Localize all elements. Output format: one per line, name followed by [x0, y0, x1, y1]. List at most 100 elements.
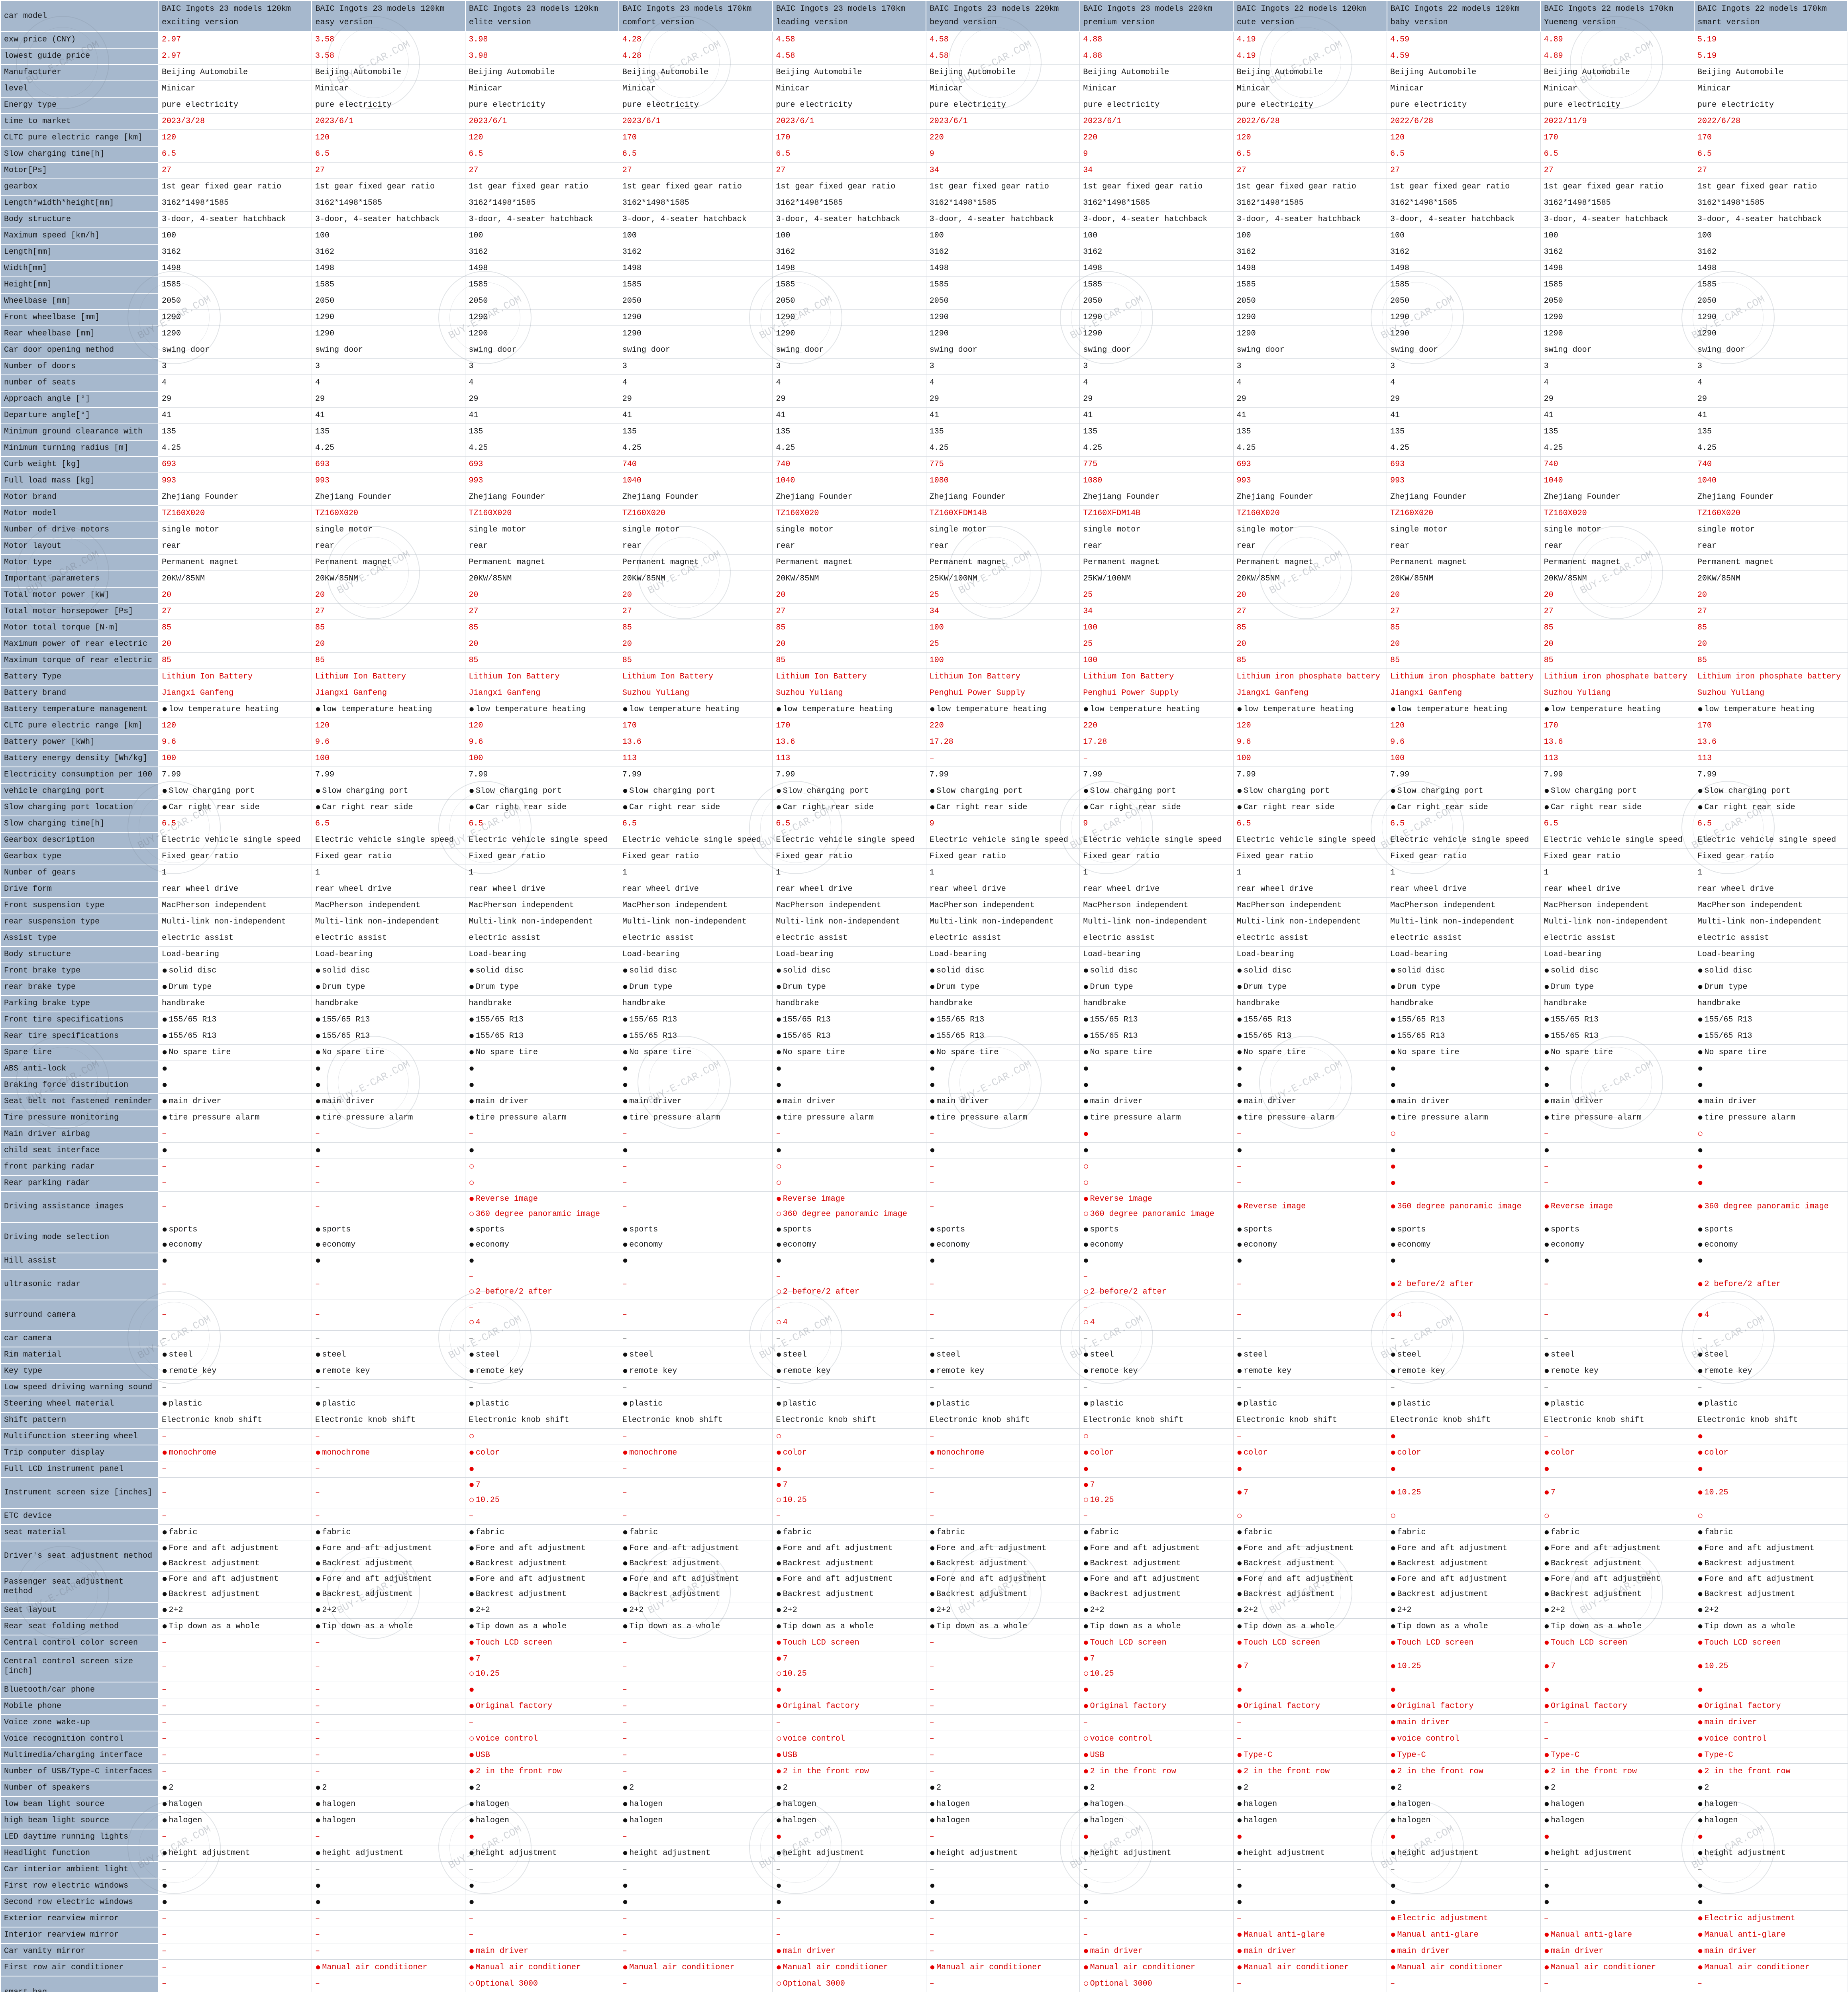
spec-cell: ●2	[1080, 1780, 1233, 1796]
spec-cell: 85	[1233, 653, 1387, 669]
filled-dot-icon: ●	[930, 982, 935, 993]
row-label: Passenger seat adjustment method	[0, 1572, 158, 1602]
spec-value: ●halogen	[469, 1797, 615, 1812]
spec-cell: ●Manual air conditioner	[1233, 1960, 1387, 1976]
spec-cell: 135	[465, 424, 619, 440]
spec-value: ●plastic	[1544, 1396, 1691, 1412]
filled-dot-icon: ●	[1390, 1734, 1396, 1745]
spec-value: 7.99	[930, 767, 1076, 782]
row-label: Length*width*height[mm]	[0, 195, 158, 212]
spec-value: ○voice control	[469, 1731, 615, 1747]
spec-value: swing door	[1083, 343, 1230, 358]
filled-dot-icon: ●	[1697, 1881, 1703, 1892]
spec-cell: single motor	[1540, 522, 1694, 538]
spec-value: 693	[1390, 457, 1537, 472]
spec-value: 2050	[1237, 294, 1383, 309]
spec-value: 4	[315, 375, 462, 390]
spec-cell: 3	[1080, 359, 1233, 375]
filled-dot-icon: ●	[315, 1621, 321, 1632]
spec-cell: ●Car right rear side	[773, 800, 926, 816]
spec-value: 1	[622, 865, 769, 880]
spec-cell: 13.6	[1540, 734, 1694, 751]
spec-value: 100	[776, 228, 922, 243]
spec-cell: –	[619, 1331, 772, 1347]
spec-cell: electric assist	[1233, 930, 1387, 947]
spec-value: ●fabric	[1083, 1525, 1230, 1540]
spec-value: 1040	[1697, 473, 1844, 488]
row-label: Battery temperature management	[0, 702, 158, 718]
spec-cell: 3162	[1694, 244, 1848, 261]
spec-value: 2050	[469, 294, 615, 309]
spec-cell: Zhejiang Founder	[1080, 489, 1233, 506]
spec-value: 170	[622, 718, 769, 733]
spec-cell: ●Tip down as a whole	[773, 1619, 926, 1635]
table-row: Car interior ambient light–––––––––––	[0, 1862, 1848, 1878]
spec-cell: Suzhou Yuliang	[619, 685, 772, 702]
spec-value: 4.58	[930, 32, 1076, 47]
spec-cell: 1290	[1233, 326, 1387, 342]
spec-cell: 3.58	[312, 31, 465, 48]
spec-cell: 27	[158, 604, 312, 620]
spec-value: –	[622, 1199, 769, 1214]
row-label: Rear tire specifications	[0, 1028, 158, 1045]
spec-value: 4.25	[315, 441, 462, 456]
spec-cell: ●height adjustment	[1694, 1845, 1848, 1862]
filled-dot-icon: ●	[622, 982, 628, 993]
filled-dot-icon: ●	[1697, 1399, 1703, 1410]
spec-value: –	[1083, 1300, 1230, 1315]
spec-cell: ●low temperature heating	[1694, 702, 1848, 718]
spec-value: 740	[1544, 457, 1691, 472]
spec-value: ●	[1390, 1143, 1537, 1158]
spec-cell: swing door	[1694, 342, 1848, 359]
spec-value: Electric vehicle single speed	[1697, 833, 1844, 848]
spec-value: Minicar	[315, 81, 462, 96]
spec-value: ●	[162, 1253, 308, 1269]
spec-cell: rear wheel drive	[773, 881, 926, 898]
spec-value: –	[1390, 1862, 1537, 1877]
spec-cell: ●Reverse image○360 degree panoramic imag…	[1080, 1192, 1233, 1222]
spec-cell: 1585	[158, 277, 312, 293]
filled-dot-icon: ●	[930, 704, 935, 715]
spec-cell: 4.25	[1694, 440, 1848, 457]
spec-value: ●	[1083, 1143, 1230, 1158]
spec-value: ●	[1083, 1253, 1230, 1269]
spec-value: ●155/65 R13	[469, 1029, 615, 1044]
spec-cell: 1498	[773, 261, 926, 277]
table-row: Spare tire●No spare tire●No spare tire●N…	[0, 1045, 1848, 1061]
filled-dot-icon: ●	[1390, 1015, 1396, 1025]
spec-cell: –	[312, 1731, 465, 1747]
filled-dot-icon: ●	[1083, 1366, 1089, 1377]
spec-value: 3-door, 4-seater hatchback	[1544, 212, 1691, 227]
spec-cell: 1	[312, 865, 465, 881]
spec-value: ○	[1237, 1509, 1383, 1524]
spec-cell: ●fabric	[465, 1525, 619, 1541]
filled-dot-icon: ●	[315, 1080, 321, 1091]
filled-dot-icon: ●	[1544, 1574, 1550, 1585]
filled-dot-icon: ●	[315, 1064, 321, 1074]
spec-cell: 1498	[1540, 261, 1694, 277]
spec-cell: 41	[1540, 408, 1694, 424]
spec-cell: handbrake	[1387, 996, 1540, 1012]
filled-dot-icon: ●	[1083, 1031, 1089, 1042]
spec-cell: 41	[1233, 408, 1387, 424]
spec-cell: ●halogen	[158, 1796, 312, 1813]
spec-value: ●No spare tire	[1237, 1045, 1383, 1060]
spec-value: ●solid disc	[1544, 963, 1691, 978]
spec-cell: Multi-link non-independent	[312, 914, 465, 930]
filled-dot-icon: ●	[1544, 1750, 1550, 1761]
spec-value: Beijing Automobile	[1083, 65, 1230, 80]
spec-value: ●2	[1083, 1780, 1230, 1796]
filled-dot-icon: ●	[622, 966, 628, 976]
filled-dot-icon: ●	[1697, 786, 1703, 797]
spec-value: ●economy	[162, 1237, 308, 1253]
spec-value: ●	[469, 1895, 615, 1910]
column-header-model: BAIC Ingots 22 models 120km	[1237, 2, 1383, 16]
spec-cell: 6.5	[1233, 146, 1387, 163]
spec-cell: –	[619, 1927, 772, 1943]
spec-value: 27	[622, 163, 769, 178]
spec-cell: 220	[926, 718, 1079, 734]
spec-cell: ●steel	[1080, 1347, 1233, 1363]
spec-value: ●height adjustment	[1083, 1846, 1230, 1861]
spec-value: ●fabric	[1697, 1525, 1844, 1540]
